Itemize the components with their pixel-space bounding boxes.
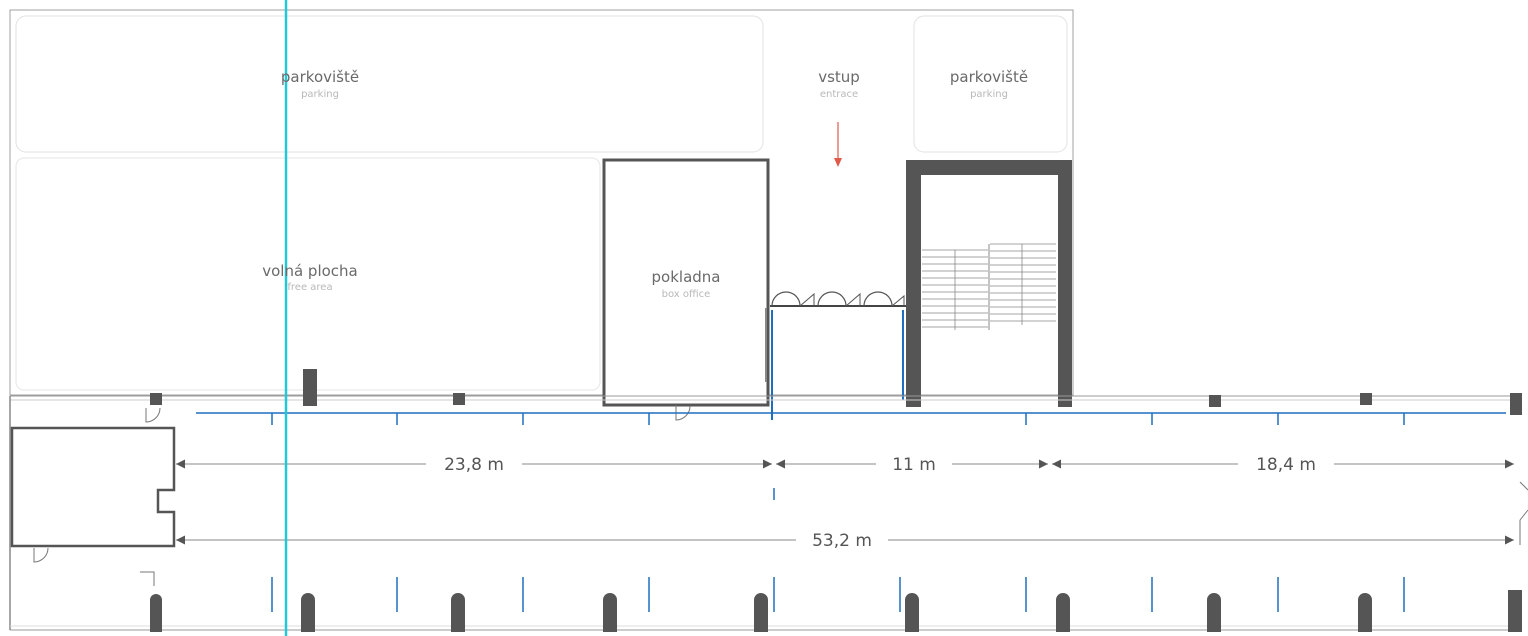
turnstile-2 [799, 292, 815, 307]
box-office-building [602, 158, 770, 407]
site-boundary [9, 9, 1074, 396]
box-office-door [675, 405, 691, 421]
turnstile-4 [845, 292, 861, 307]
dimension-segment-2: 11 m [892, 455, 936, 475]
side-room [10, 426, 176, 548]
side-room-door-top [145, 407, 161, 423]
turnstile-1 [771, 291, 801, 307]
blue-track-ticks-top [271, 413, 1405, 500]
side-room-door-bottom [33, 547, 49, 563]
dimension-segment-3: 18,4 m [1256, 455, 1316, 475]
stair-building-top-wall [906, 160, 1072, 175]
box-office-sublabel: box office [662, 289, 711, 300]
turnstile-3 [817, 291, 847, 307]
free-area-label: volná plocha [262, 262, 358, 280]
turnstile-5 [863, 291, 893, 307]
parking-right-zone [913, 15, 1068, 153]
blue-track-ticks-bottom [271, 577, 1405, 612]
stair-building-left-wall [906, 160, 921, 407]
staircase [922, 243, 1056, 330]
entrance-arrow-icon [834, 158, 842, 167]
turnstile-6 [891, 294, 905, 307]
stair-building-right-wall [1058, 160, 1072, 407]
dimension-segment-1: 23,8 m [444, 455, 504, 475]
parking-right-sublabel: parking [970, 89, 1008, 100]
entrance-sublabel: entrace [820, 89, 858, 100]
box-office-label: pokladna [652, 268, 721, 286]
parking-left-label: parkoviště [281, 68, 359, 86]
right-door [1519, 481, 1528, 545]
parking-right-label: parkoviště [950, 68, 1028, 86]
columns-top [150, 369, 1522, 415]
parking-left-zone [15, 15, 764, 153]
entrance-label: vstup [818, 68, 860, 86]
parking-left-sublabel: parking [301, 89, 339, 100]
columns-bottom [150, 590, 1522, 632]
side-door-lower [140, 571, 155, 586]
free-area-sublabel: free area [287, 282, 332, 293]
dimension-total: 53,2 m [812, 531, 872, 551]
